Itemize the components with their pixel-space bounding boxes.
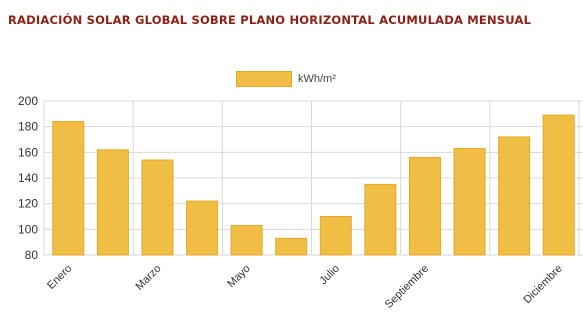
legend-swatch [236, 71, 292, 87]
grid-lines [43, 100, 583, 256]
bar-septiembre [408, 156, 441, 256]
x-tick-label: Diciembre [521, 263, 564, 306]
bar-series [52, 114, 575, 256]
x-tick-label: Enero [45, 263, 74, 292]
bar-agosto [364, 183, 397, 256]
y-tick-label: 180 [18, 120, 38, 134]
bar-junio [275, 237, 308, 256]
x-tick-label: Julio [317, 263, 341, 287]
x-tick-label: Mayo [225, 263, 253, 291]
chart-legend: kWh/m² [236, 71, 336, 87]
bar-enero [52, 121, 85, 256]
y-tick-label: 160 [18, 145, 38, 159]
x-tick-label: Septiembre [383, 263, 431, 311]
bar-diciembre [542, 114, 575, 256]
bar-febrero [96, 149, 129, 256]
y-tick-label: 80 [25, 248, 39, 262]
bar-mayo [230, 224, 263, 256]
y-tick-label: 100 [18, 222, 38, 236]
bar-julio [319, 216, 352, 256]
y-tick-label: 200 [18, 94, 38, 108]
x-tick-label: Marzo [133, 263, 163, 293]
chart-title: RADIACIÓN SOLAR GLOBAL SOBRE PLANO HORIZ… [8, 13, 532, 27]
y-axis-ticks: 80 100 120 140 160 180 200 [18, 94, 38, 262]
bar-noviembre [498, 136, 531, 256]
x-axis-ticks: Enero Marzo Mayo Julio Septiembre Diciembre [45, 263, 565, 311]
bar-octubre [453, 147, 486, 256]
y-tick-label: 140 [18, 171, 38, 185]
bar-abril [186, 200, 219, 256]
y-tick-label: 120 [18, 197, 38, 211]
bar-marzo [141, 159, 174, 256]
legend-label: kWh/m² [298, 73, 336, 85]
